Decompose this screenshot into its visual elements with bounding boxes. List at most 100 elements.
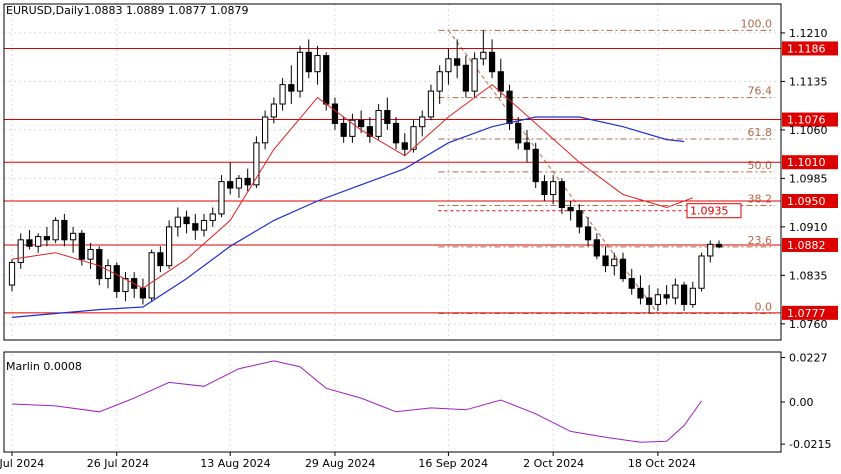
candle-body: [419, 116, 426, 128]
candle-body: [550, 181, 557, 196]
candle-body: [515, 122, 522, 144]
osc-tick-label: 0.0227: [789, 352, 828, 365]
candle-body: [209, 213, 216, 221]
fib-label: 61.8: [748, 126, 773, 139]
price-tick-label: 1.0760: [789, 318, 828, 331]
fib-label: 38.2: [748, 193, 773, 206]
candle-body: [392, 122, 400, 144]
candle-body: [174, 216, 181, 228]
oscillator-panel-frame: [3, 351, 782, 453]
candle-body: [375, 110, 382, 137]
candle-body: [445, 58, 452, 73]
candle-body: [8, 261, 16, 286]
candle-body: [410, 126, 417, 150]
date-tick-label: 10 Jul 2024: [0, 457, 44, 470]
candle-body: [200, 219, 208, 231]
candle-body: [488, 51, 496, 73]
horizontal-levels: 1.1186 1.1076 1.1010 1.0950 1.0882 1.0777 1.09…: [4, 41, 838, 320]
date-tick-label: 16 Sep 2024: [418, 457, 488, 470]
candle-body: [593, 239, 600, 257]
price-level-box: [782, 112, 838, 127]
candle-body: [288, 84, 295, 92]
candle-body: [87, 248, 94, 260]
candle-body: [637, 287, 644, 299]
candle-body: [663, 294, 670, 299]
date-tick-label: 26 Jul 2024: [87, 457, 149, 470]
fibonacci-levels: 100.0 76.4 61.8 50.0 38.2 23.6 0.0: [438, 17, 775, 314]
fib-trend-line: [448, 30, 659, 314]
candle-body: [340, 122, 347, 137]
price-panel-frame: [3, 3, 782, 341]
candle-body: [497, 71, 504, 92]
candle-body: [454, 58, 461, 66]
candle-body: [558, 181, 566, 208]
price-tick-label: 1.1135: [789, 75, 828, 88]
candle-body: [235, 177, 243, 189]
price-tick-label: 1.1210: [789, 27, 828, 40]
candle-body: [192, 223, 199, 231]
candle-body: [183, 216, 190, 225]
price-tick-label: 1.0985: [789, 172, 828, 185]
date-tick-label: 18 Oct 2024: [628, 457, 696, 470]
candle-body: [69, 232, 77, 241]
candle-body: [619, 258, 627, 280]
price-level-label: 1.0950: [787, 195, 826, 208]
candle-body: [270, 103, 277, 118]
candle-body: [165, 226, 173, 267]
candle-body: [349, 119, 356, 137]
candle-body: [576, 210, 583, 228]
candle-body: [628, 278, 635, 289]
moving-averages: [11, 83, 693, 318]
candle-body: [157, 252, 164, 267]
date-tick-label: 29 Aug 2024: [305, 457, 375, 470]
ma-fast-line: [11, 83, 693, 289]
candle-body: [672, 284, 679, 299]
candle-body: [139, 287, 147, 299]
candle-body: [61, 219, 68, 241]
candle-body: [436, 71, 443, 92]
candle-body: [148, 252, 155, 299]
price-level-box: [782, 194, 838, 209]
candle-body: [253, 142, 260, 186]
candle-body: [358, 119, 365, 128]
candle-body: [122, 278, 129, 293]
candlesticks: [8, 30, 723, 314]
price-level-box: [782, 237, 838, 252]
price-level-box: [782, 305, 838, 320]
oscillator-panel: 0.0227 0.00 -0.0215: [11, 352, 831, 451]
candle-body: [462, 64, 469, 92]
ohlc-label: 1.0883 1.0889 1.0877 1.0879: [84, 4, 248, 17]
axes: 1.1210 1.1135 1.1060 1.0985 1.0910 1.0835 1.07…: [0, 3, 828, 470]
candle-body: [611, 258, 618, 267]
candle-body: [646, 297, 653, 305]
target-level-label: 1.0935: [690, 205, 729, 218]
candle-body: [384, 110, 391, 124]
candle-body: [506, 90, 513, 124]
symbol-label: EURUSD,Daily: [6, 4, 84, 17]
candle-body: [43, 236, 51, 241]
candle-body: [427, 90, 435, 118]
candle-body: [323, 55, 330, 105]
candle-body: [227, 181, 234, 189]
candle-body: [541, 181, 548, 196]
candle-body: [78, 232, 85, 260]
candle-body: [244, 177, 251, 186]
candle-body: [567, 206, 574, 212]
candle-body: [52, 219, 59, 241]
fib-label: 100.0: [741, 17, 773, 30]
price-tick-label: 1.0835: [789, 269, 828, 282]
ma-slow-line: [11, 116, 685, 318]
candle-body: [532, 148, 539, 183]
date-tick-label: 13 Aug 2024: [200, 457, 270, 470]
candle-body: [218, 181, 225, 215]
price-level-label: 1.1076: [787, 114, 826, 127]
price-tick-label: 1.1060: [789, 124, 828, 137]
candle-body: [602, 255, 609, 267]
candle-body: [17, 239, 24, 263]
candle-body: [401, 142, 408, 150]
candle-body: [366, 126, 373, 137]
candle-body: [96, 248, 103, 280]
candle-body: [689, 287, 696, 305]
candle-body: [584, 226, 592, 241]
